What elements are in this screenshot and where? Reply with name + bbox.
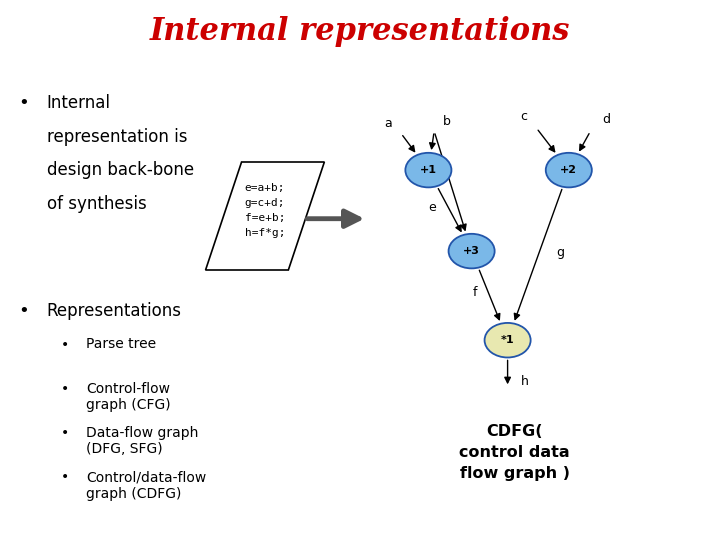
Text: b: b — [444, 115, 451, 128]
Text: d: d — [602, 113, 611, 126]
Circle shape — [449, 234, 495, 268]
Text: CDFG(
control data
flow graph ): CDFG( control data flow graph ) — [459, 424, 570, 481]
Text: g: g — [556, 246, 564, 259]
Text: e=a+b;
g=c+d;
f=e+b;
h=f*g;: e=a+b; g=c+d; f=e+b; h=f*g; — [245, 184, 285, 238]
Text: representation is: representation is — [47, 128, 187, 146]
Text: •: • — [18, 94, 29, 112]
Circle shape — [485, 323, 531, 357]
Text: of synthesis: of synthesis — [47, 195, 147, 213]
Polygon shape — [206, 162, 324, 270]
Text: design back-bone: design back-bone — [47, 161, 194, 179]
Text: Control-flow
graph (CFG): Control-flow graph (CFG) — [86, 382, 171, 412]
Text: h: h — [521, 375, 528, 388]
Text: f: f — [473, 286, 477, 300]
Text: +3: +3 — [463, 246, 480, 256]
Text: •: • — [61, 470, 69, 484]
Text: c: c — [520, 110, 527, 123]
Text: Internal representations: Internal representations — [150, 16, 570, 47]
Text: Internal: Internal — [47, 94, 111, 112]
Text: •: • — [61, 426, 69, 440]
Circle shape — [405, 153, 451, 187]
Text: e: e — [428, 201, 436, 214]
Text: *1: *1 — [501, 335, 514, 345]
Circle shape — [546, 153, 592, 187]
Text: •: • — [18, 302, 29, 320]
Text: •: • — [61, 382, 69, 396]
Text: +1: +1 — [420, 165, 437, 175]
Text: Representations: Representations — [47, 302, 181, 320]
Text: •: • — [61, 338, 69, 352]
Text: a: a — [384, 117, 392, 130]
Text: Data-flow graph
(DFG, SFG): Data-flow graph (DFG, SFG) — [86, 426, 199, 456]
Text: +2: +2 — [560, 165, 577, 175]
Text: Control/data-flow
graph (CDFG): Control/data-flow graph (CDFG) — [86, 470, 207, 501]
Text: Parse tree: Parse tree — [86, 338, 156, 352]
